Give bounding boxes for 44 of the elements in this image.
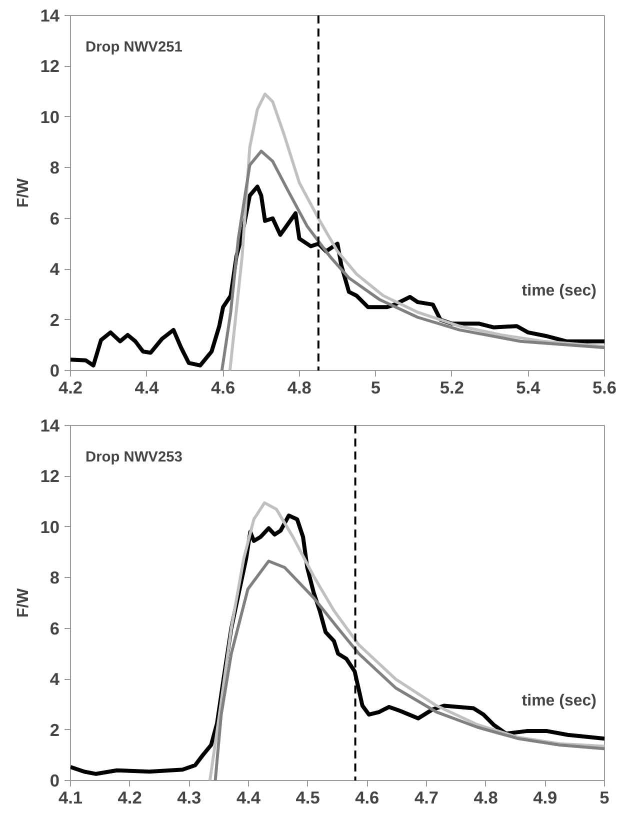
annotation: Drop NWV253 bbox=[86, 450, 182, 466]
y-tick-label: 10 bbox=[40, 106, 60, 127]
x-tick-label: 4.2 bbox=[58, 378, 83, 398]
x-axis-title: time (sec) bbox=[522, 282, 597, 300]
y-axis-title: F/W bbox=[15, 587, 32, 618]
line-series bbox=[228, 92, 604, 370]
annotation: Drop NWV251 bbox=[86, 40, 182, 56]
y-tick-label: 0 bbox=[50, 770, 60, 790]
x-tick-label: 4.2 bbox=[118, 788, 142, 808]
x-tick-label: 5.2 bbox=[440, 378, 464, 398]
x-tick-label: 4.8 bbox=[287, 378, 312, 398]
x-tick-label: 5 bbox=[600, 788, 610, 808]
y-tick-label: 4 bbox=[50, 259, 60, 280]
x-axis-title: time (sec) bbox=[522, 692, 597, 710]
x-tick-label: 4.6 bbox=[211, 378, 236, 398]
y-tick-label: 12 bbox=[40, 466, 60, 486]
x-tick-label: 4.8 bbox=[474, 788, 498, 808]
x-tick-label: 4.4 bbox=[236, 788, 261, 808]
y-axis-title: F/W bbox=[15, 177, 32, 208]
x-tick-label: 4.3 bbox=[177, 788, 202, 808]
line-series bbox=[208, 501, 604, 780]
x-tick-label: 4.7 bbox=[414, 788, 439, 808]
x-tick-label: 4.1 bbox=[58, 788, 83, 808]
y-tick-label: 14 bbox=[40, 416, 60, 436]
y-tick-label: 2 bbox=[50, 720, 60, 740]
y-tick-label: 4 bbox=[50, 669, 60, 690]
y-tick-label: 8 bbox=[50, 568, 60, 588]
y-tick-label: 10 bbox=[40, 516, 60, 537]
x-tick-label: 4.4 bbox=[134, 378, 160, 398]
y-tick-label: 0 bbox=[50, 360, 60, 380]
line-series bbox=[214, 560, 604, 780]
x-tick-label: 5.4 bbox=[516, 378, 541, 398]
x-tick-label: 4.6 bbox=[355, 788, 380, 808]
y-tick-label: 6 bbox=[50, 618, 60, 638]
x-tick-label: 4.9 bbox=[533, 788, 558, 808]
y-tick-label: 2 bbox=[50, 310, 60, 330]
y-tick-label: 8 bbox=[50, 158, 60, 178]
y-tick-label: 6 bbox=[50, 208, 60, 228]
y-tick-label: 14 bbox=[40, 6, 60, 26]
x-tick-label: 4.5 bbox=[296, 788, 320, 808]
line-series bbox=[220, 150, 604, 370]
y-tick-label: 12 bbox=[40, 56, 60, 76]
x-tick-label: 5.6 bbox=[592, 378, 617, 398]
x-tick-label: 5 bbox=[370, 378, 381, 398]
